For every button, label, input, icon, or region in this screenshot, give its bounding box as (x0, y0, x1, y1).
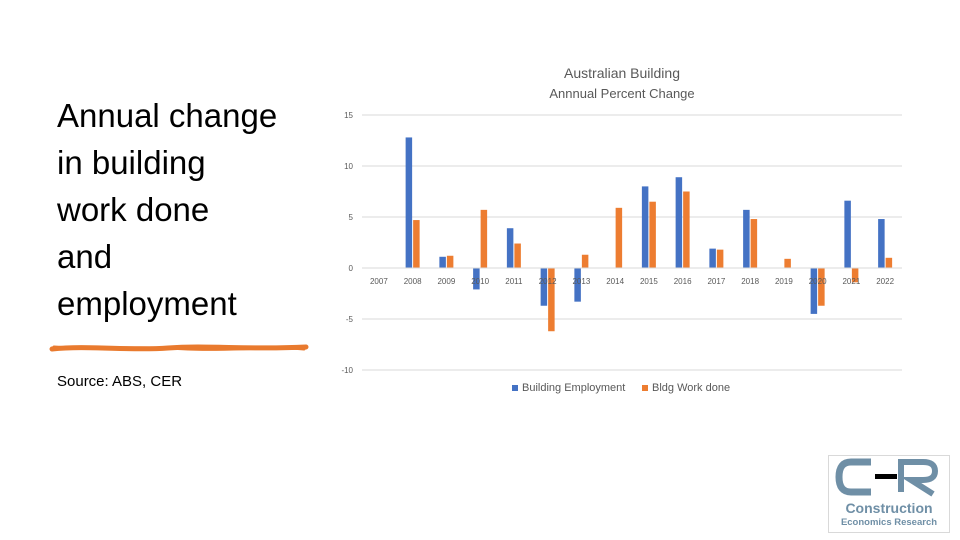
x-tick-label: 2019 (775, 277, 793, 286)
chart-title: Australian Building (564, 65, 680, 81)
bar (506, 228, 514, 268)
bar (851, 268, 859, 283)
y-tick-label: 5 (349, 213, 354, 222)
y-tick-label: 10 (344, 162, 353, 171)
bar (683, 191, 690, 268)
logo-name: Construction (845, 500, 933, 516)
x-tick-label: 2020 (809, 277, 827, 286)
legend-label: Building Employment (522, 382, 625, 394)
bar (548, 268, 555, 332)
slide-title-line: work done (57, 191, 210, 228)
x-tick-label: 2009 (437, 277, 455, 286)
bar (405, 137, 413, 268)
x-tick-label: 2007 (370, 277, 388, 286)
bar (641, 186, 649, 268)
bar (818, 268, 825, 306)
x-tick-label: 2015 (640, 277, 658, 286)
bar (581, 254, 589, 268)
legend-label: Bldg Work done (652, 382, 730, 394)
y-tick-label: -10 (341, 366, 353, 375)
y-tick-label: 15 (344, 111, 353, 120)
chart-subtitle: Annnual Percent Change (549, 86, 694, 101)
slide-title-line: employment (57, 285, 237, 322)
bar (878, 219, 885, 268)
legend-swatch (642, 385, 648, 391)
bar (844, 200, 851, 268)
bar (675, 177, 683, 268)
y-tick-label: 0 (349, 264, 354, 273)
x-tick-label: 2022 (876, 277, 894, 286)
bar (413, 220, 420, 268)
bar (709, 248, 716, 268)
y-tick-label: -5 (346, 315, 354, 324)
bar-chart: Australian Building Annnual Percent Chang… (341, 65, 902, 394)
slide-title-line: in building (57, 144, 206, 181)
source-note: Source: ABS, CER (57, 373, 183, 390)
x-tick-label: 2013 (572, 277, 590, 286)
bar (615, 207, 623, 268)
bar (885, 257, 893, 268)
bar (439, 256, 446, 268)
x-tick-label: 2018 (741, 277, 759, 286)
bar (473, 268, 480, 290)
logo-subtitle: Economics Research (840, 517, 938, 528)
legend-swatch (512, 385, 518, 391)
bar (514, 243, 521, 268)
slide-title-line: Annual change (57, 97, 278, 134)
x-tick-label: 2010 (471, 277, 489, 286)
bar (540, 268, 548, 306)
slide-title: Annual change in building work done and … (57, 92, 327, 327)
x-tick-label: 2008 (404, 277, 422, 286)
x-tick-label: 2021 (842, 277, 860, 286)
cer-logo-mark (835, 458, 939, 497)
x-tick-label: 2014 (606, 277, 624, 286)
bar (649, 201, 656, 268)
cer-logo: Construction Economics Research (828, 455, 950, 533)
x-tick-label: 2011 (505, 277, 523, 286)
bar (743, 209, 750, 268)
bar (716, 249, 724, 268)
x-tick-label: 2012 (539, 277, 557, 286)
x-tick-label: 2017 (707, 277, 725, 286)
bar (446, 255, 454, 268)
bar (750, 219, 758, 268)
bar (480, 209, 488, 268)
x-tick-label: 2016 (674, 277, 692, 286)
bar (810, 268, 818, 314)
bar (784, 258, 791, 268)
orange-underline-stroke (49, 344, 309, 352)
slide-title-line: and (57, 238, 113, 275)
bar (574, 268, 581, 302)
